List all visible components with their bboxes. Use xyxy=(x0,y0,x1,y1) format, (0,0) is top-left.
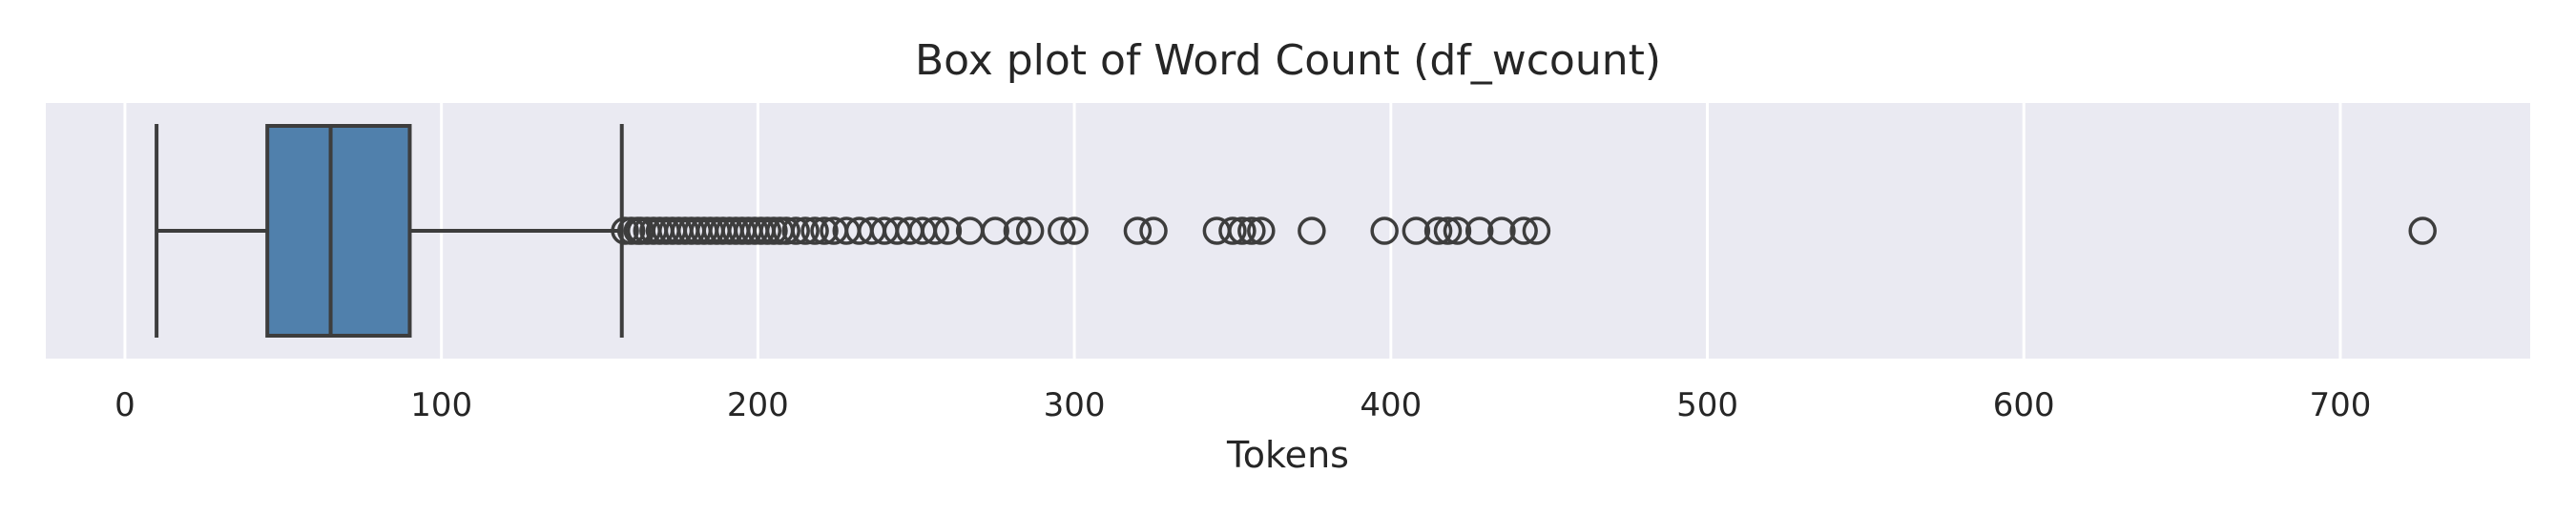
outlier-point xyxy=(800,216,829,245)
outlier-point xyxy=(1402,216,1431,245)
outlier-point xyxy=(981,216,1009,245)
outlier-point xyxy=(1298,216,1326,245)
outlier-point xyxy=(791,216,820,245)
tick-label-300: 300 xyxy=(1044,386,1106,424)
outlier-point xyxy=(1123,216,1153,245)
outlier-point xyxy=(1060,216,1089,245)
outlier-point xyxy=(810,216,839,245)
tick-label-100: 100 xyxy=(410,386,472,424)
tick-label-600: 600 xyxy=(1993,386,2055,424)
outlier-point xyxy=(772,216,800,245)
outlier-point xyxy=(933,216,963,245)
outlier-point xyxy=(1228,216,1257,245)
x-axis-label: Tokens xyxy=(1226,434,1349,476)
outlier-point xyxy=(1237,216,1266,245)
outlier-points xyxy=(611,216,2437,245)
outlier-point xyxy=(1509,216,1538,245)
tick-label-500: 500 xyxy=(1676,386,1738,424)
outlier-point xyxy=(1048,216,1076,245)
iqr-box xyxy=(265,124,412,338)
outlier-point xyxy=(1465,216,1494,245)
outlier-point xyxy=(1433,216,1463,245)
outlier-point xyxy=(1218,216,1247,245)
outlier-point xyxy=(1003,216,1032,245)
outlier-point xyxy=(1015,216,1045,245)
tick-label-400: 400 xyxy=(1360,386,1422,424)
x-tick-labels: 0 100 200 300 400 500 600 700 xyxy=(114,386,2371,424)
outlier-point xyxy=(921,216,949,245)
outlier-point xyxy=(1423,216,1453,245)
outlier-point xyxy=(1487,216,1516,245)
box-group xyxy=(155,124,624,338)
outlier-point xyxy=(781,216,810,245)
outlier-point xyxy=(1247,216,1276,245)
chart-title: Box plot of Word Count (df_wcount) xyxy=(915,36,1661,85)
outlier-point xyxy=(1443,216,1472,245)
outlier-point xyxy=(1370,216,1399,245)
tick-label-200: 200 xyxy=(727,386,789,424)
outlier-point xyxy=(2408,216,2437,245)
outlier-point xyxy=(1522,216,1551,245)
outlier-point xyxy=(1139,216,1168,245)
tick-label-700: 700 xyxy=(2310,386,2372,424)
tick-label-0: 0 xyxy=(114,386,135,424)
